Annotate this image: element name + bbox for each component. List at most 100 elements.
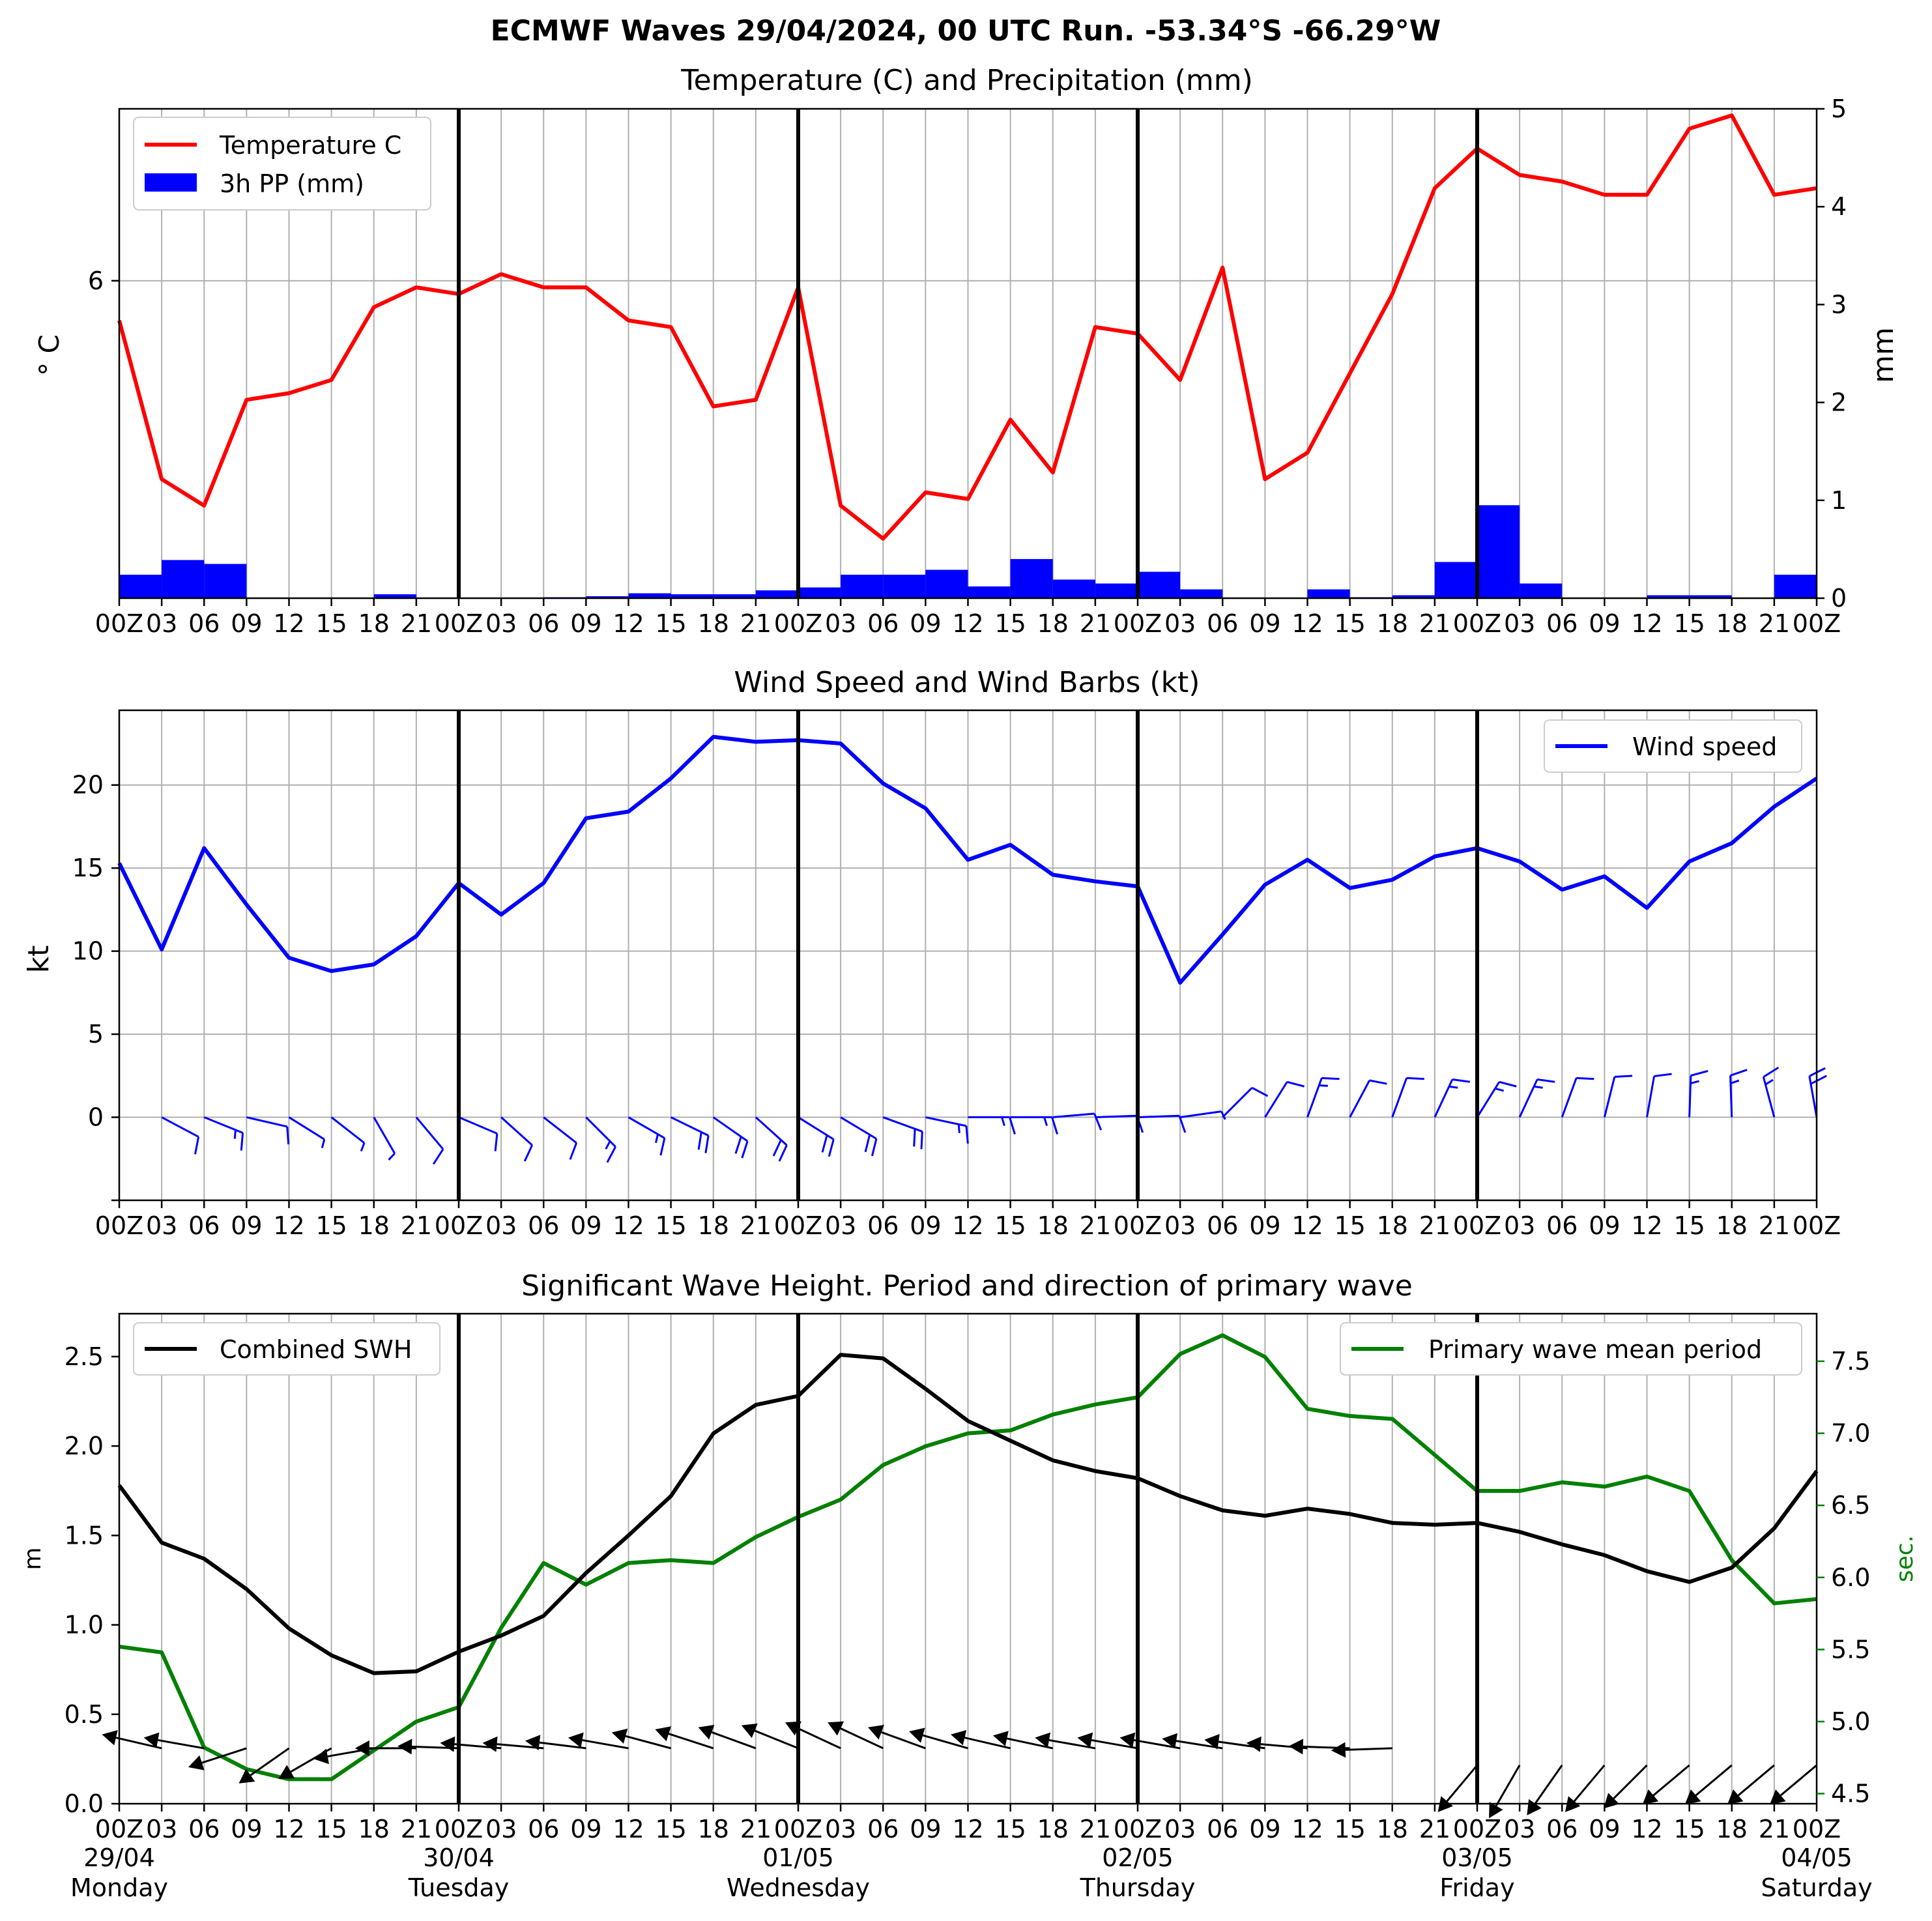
day-date-label: 04/05 [1781, 1843, 1853, 1872]
legend-box [1340, 1322, 1802, 1376]
wind-barb-flag [821, 1134, 828, 1153]
wave-arrow [1119, 1732, 1181, 1750]
precip-bar [1180, 589, 1223, 598]
wave-arrow-shaft [1613, 1764, 1648, 1799]
x-tick-label: 15 [655, 609, 686, 638]
x-tick-label: 06 [867, 609, 899, 638]
wind-barb-staff [798, 1116, 835, 1140]
precip-bar [968, 586, 1011, 598]
wind-barb-flag [432, 1148, 444, 1165]
wave-arrow-shaft [798, 1727, 841, 1750]
wave-arrow [238, 1747, 290, 1784]
wind-barb [670, 1116, 710, 1153]
wind-barb-flag [606, 1146, 616, 1163]
precip-bar [586, 596, 629, 598]
x-tick-label: 15 [1334, 1815, 1365, 1843]
wind-barb [1762, 1066, 1780, 1118]
wind-barb-staff [246, 1116, 288, 1128]
wave-arrow-head [1642, 1789, 1659, 1805]
y-tick-label: 0.0 [65, 1789, 104, 1818]
x-tick-label: 18 [1716, 1815, 1748, 1843]
precip-bar [798, 587, 841, 598]
x-tick-label: 00Z [1793, 1815, 1841, 1843]
wind-barb-flag [494, 1133, 498, 1151]
wind-x-ticks: 00Z 03 06 09 12 15 18 21 00Z 03 06 09 12 15 18 21 00Z 03 0… [95, 1200, 1841, 1240]
wave-arrow-shaft [1345, 1747, 1392, 1751]
wind-barb-half-flag [388, 1152, 396, 1161]
x-tick-label: 09 [1589, 1211, 1620, 1240]
wind-panel: Wind Speed and Wind Barbs (kt) 05101520 … [22, 666, 1841, 1240]
wave-arrow [102, 1730, 162, 1750]
wind-barb-flag [965, 1125, 969, 1144]
wave-arrow-head [1727, 1789, 1744, 1805]
wave-arrow-shaft [881, 1731, 926, 1750]
wave-arrow-head [1035, 1732, 1051, 1748]
y2-tick-label: 1 [1831, 486, 1847, 515]
wave-arrow-shaft [1534, 1765, 1563, 1804]
x-tick-label: 00Z [1114, 1815, 1162, 1843]
temperature-y-ticks: 6 [88, 267, 119, 295]
x-tick-label: 21 [1080, 1815, 1111, 1843]
wind-panel-grid [119, 710, 1817, 1200]
x-tick-label: 21 [1759, 1815, 1790, 1843]
wind-barb [415, 1116, 444, 1165]
wind-barb [161, 1116, 200, 1155]
wind-barb [246, 1116, 290, 1145]
wave-arrow-shaft [115, 1737, 162, 1750]
wind-barb-flag [1536, 1078, 1555, 1083]
x-tick-label: 09 [231, 609, 262, 638]
x-tick-label: 15 [315, 1815, 347, 1843]
wind-barb-staff [1179, 1110, 1222, 1119]
wind-barb [1688, 1070, 1709, 1118]
day-name-label: Thursday [1080, 1873, 1196, 1902]
wave-arrow-shaft [582, 1739, 629, 1750]
wave-arrow-head [741, 1723, 758, 1739]
wind-barb-half-flag [1449, 1085, 1458, 1089]
precip-bar [1689, 595, 1732, 598]
precip-y-label: mm [1867, 327, 1900, 383]
precip-bar [1434, 562, 1477, 598]
precip-bar [1010, 558, 1053, 598]
wind-barb [1137, 1114, 1187, 1133]
wind-barb [627, 1116, 666, 1156]
x-tick-label: 21 [1419, 609, 1450, 638]
wave-arrow-head [951, 1730, 967, 1746]
y-tick-label: 0.5 [65, 1700, 104, 1729]
wind-barb-flag [734, 1136, 742, 1154]
wave-arrow-shaft [754, 1729, 799, 1750]
wave-arrow-shaft [1446, 1764, 1478, 1802]
y-tick-label: 10 [72, 937, 104, 966]
wave-arrow [1604, 1764, 1648, 1809]
day-date-label: 03/05 [1441, 1843, 1513, 1872]
x-tick-label: 03 [1504, 1211, 1535, 1240]
wave-arrow-head [611, 1728, 628, 1744]
wind-barb-staff [500, 1116, 533, 1146]
wind-barb-flag [920, 1131, 923, 1149]
wave-arrow-head [525, 1735, 541, 1751]
precip-bar [1392, 595, 1435, 598]
precip-bar [628, 593, 671, 598]
wind-barb-half-flag [1730, 1079, 1740, 1084]
y2-tick-label: 4 [1831, 192, 1847, 221]
wave-arrow-head [1246, 1736, 1262, 1752]
x-tick-label: 00Z [95, 609, 143, 638]
x-tick-label: 18 [358, 609, 390, 638]
wave-arrow-head [1604, 1793, 1620, 1809]
period-y-label: sec. [1892, 1535, 1918, 1582]
wave-arrow-head [1527, 1799, 1542, 1815]
wave-arrow [655, 1726, 714, 1750]
wave-arrow-head [1331, 1742, 1346, 1758]
wind-barb-flag [1009, 1117, 1016, 1134]
y2-tick-label: 5 [1831, 94, 1847, 123]
wind-barb-flag [1178, 1115, 1187, 1133]
wave-panel-grid [119, 1314, 1817, 1804]
x-tick-label: 09 [910, 1211, 941, 1240]
wave-period-line [119, 1333, 1817, 1782]
wind-barb [330, 1116, 366, 1152]
swh-line [117, 1353, 1819, 1675]
wind-barb [1729, 1069, 1748, 1118]
wind-barb-staff [1603, 1076, 1616, 1118]
precip-bar [1647, 595, 1690, 598]
wind-barb-flag [1051, 1117, 1059, 1134]
wave-arrow-head [482, 1736, 498, 1752]
